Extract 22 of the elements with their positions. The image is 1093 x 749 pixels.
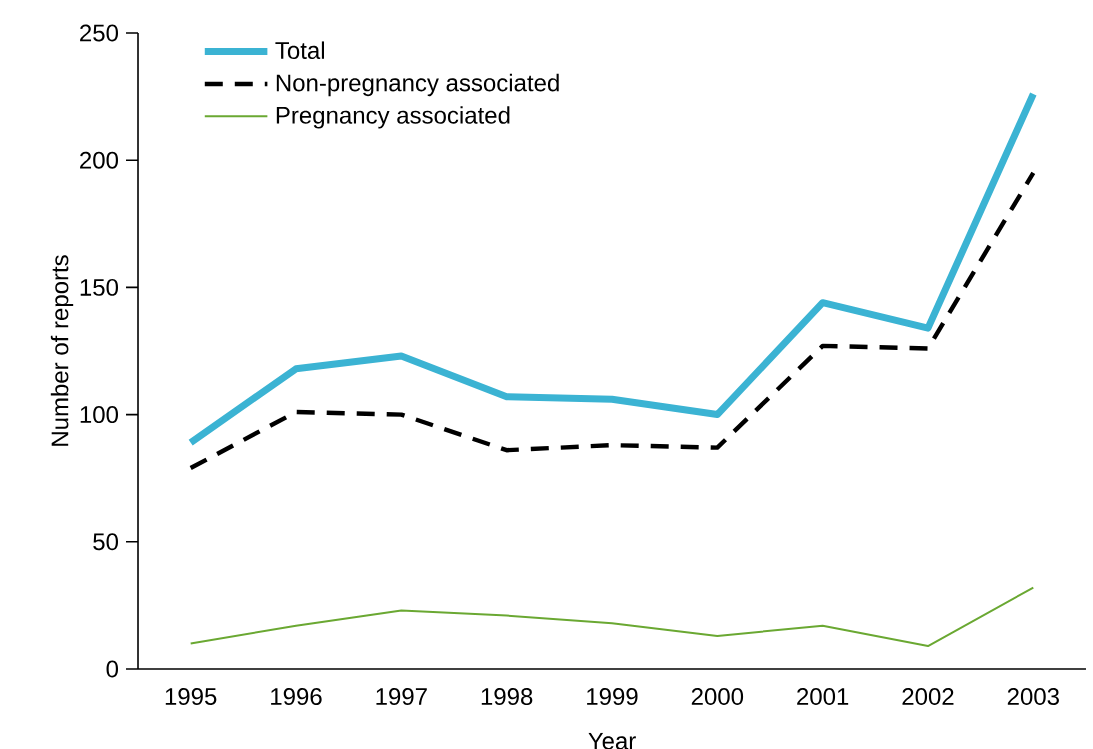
- x-tick-label: 2000: [691, 688, 744, 706]
- legend-label: Pregnancy associated: [276, 106, 510, 129]
- x-tick-label: 1998: [481, 688, 533, 706]
- y-tick-label: 200: [80, 151, 119, 169]
- x-tick-label: 2001: [797, 688, 849, 706]
- x-tick-label: 1996: [271, 688, 322, 706]
- y-tick-label: 100: [80, 406, 119, 424]
- line-series: [189, 586, 1035, 648]
- y-tick-label: 50: [93, 533, 119, 551]
- y-tick-label: 150: [80, 278, 119, 296]
- y-axis-title: Number of reports: [50, 255, 74, 446]
- line-series: [188, 170, 1036, 471]
- legend-label: Non-pregnancy associated: [276, 73, 559, 97]
- x-tick-label: 1995: [165, 688, 217, 706]
- legend-label: Total: [275, 41, 324, 60]
- x-tick-label: 1999: [587, 688, 638, 706]
- y-tick-label: 0: [106, 660, 119, 678]
- x-tick-label: 1997: [376, 688, 427, 706]
- x-tick-label: 2002: [902, 688, 954, 706]
- x-tick-label: 2003: [1007, 688, 1059, 706]
- x-axis-title: Year: [588, 732, 636, 749]
- y-tick-label: 250: [80, 24, 119, 42]
